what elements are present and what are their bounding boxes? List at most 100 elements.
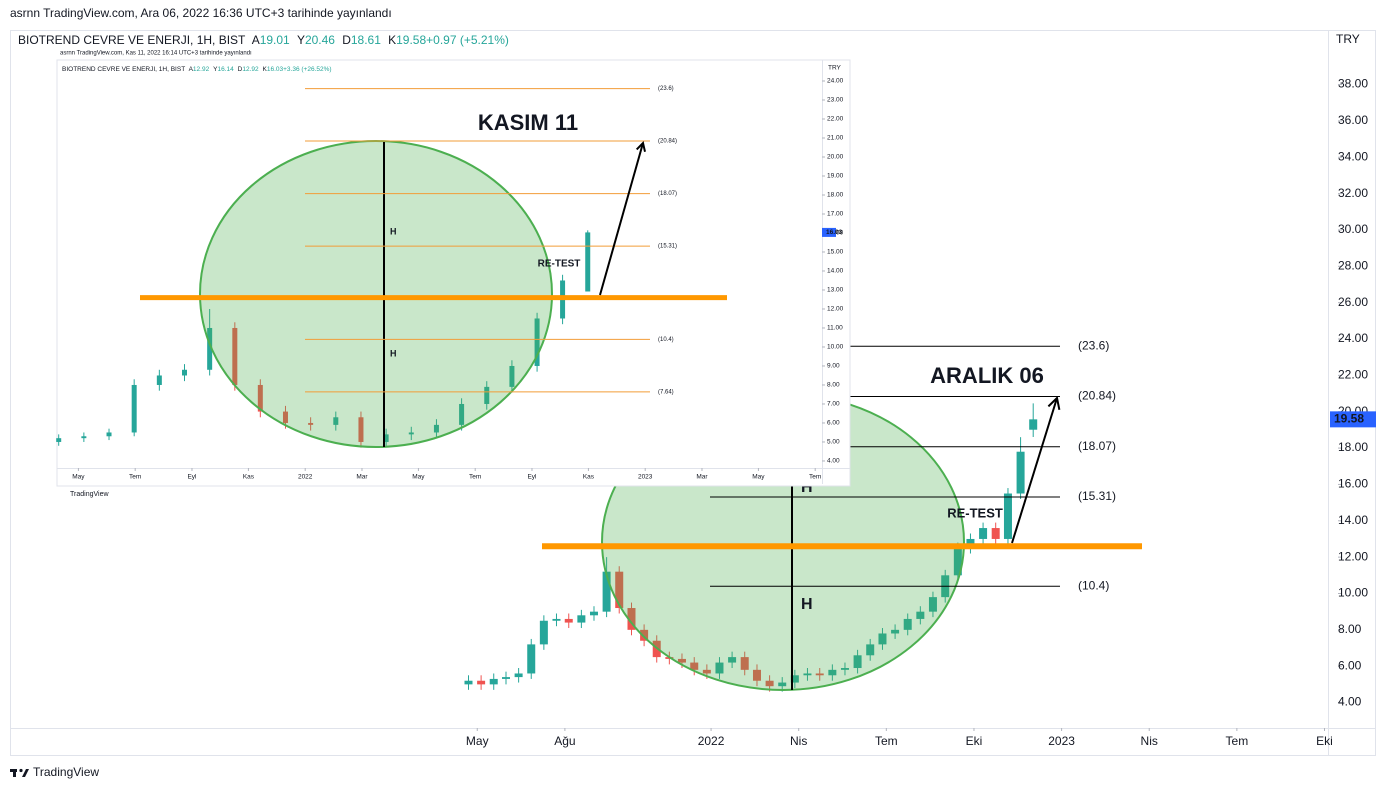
- candle-body: [1029, 419, 1038, 430]
- candle-body: [690, 662, 699, 670]
- y-tick-label: 24.00: [827, 78, 844, 85]
- candle-body: [552, 618, 561, 621]
- candle-body: [534, 318, 540, 366]
- legend-value: 19.58: [396, 33, 426, 47]
- legend-value: 19.01: [260, 33, 290, 47]
- candle-body: [866, 644, 875, 656]
- candle-body: [853, 655, 862, 669]
- pattern-label: H: [390, 226, 397, 236]
- brand-logo: [10, 768, 29, 777]
- legend-value: 16.14: [217, 66, 234, 73]
- candle-body: [577, 615, 586, 623]
- retest-label: RE-TEST: [538, 259, 581, 270]
- candle-body: [728, 657, 737, 663]
- y-tick-label: 34.00: [1338, 149, 1368, 163]
- candle-body: [840, 668, 849, 670]
- x-tick-label: 2022: [298, 474, 313, 481]
- y-tick-label: 18.00: [827, 192, 844, 199]
- candle-body: [602, 571, 611, 612]
- candle-body: [778, 682, 787, 687]
- x-tick-label: May: [466, 734, 489, 748]
- candle-body: [182, 369, 187, 376]
- pattern-ellipse: [199, 140, 553, 448]
- candle-body: [106, 432, 112, 437]
- candle-body: [979, 528, 988, 539]
- candle-body: [257, 384, 263, 412]
- logo-shape: [13, 769, 16, 777]
- legend-value: +3.36 (+26.52%): [283, 66, 331, 73]
- chart-title: BIOTREND CEVRE VE ENERJI, 1H, BIST A12.92…: [62, 66, 332, 73]
- x-tick-label: Tem: [129, 474, 141, 481]
- candle-body: [81, 436, 87, 439]
- candle-body: [514, 673, 523, 678]
- x-tick-label: Ağu: [554, 734, 575, 748]
- candle-body: [1003, 493, 1012, 539]
- candle-body: [489, 678, 498, 685]
- y-tick-label: 17.00: [827, 211, 844, 218]
- candle-body: [539, 620, 548, 645]
- legend-value: 12.92: [242, 66, 259, 73]
- candle-body: [928, 597, 937, 612]
- y-tick-label: 4.00: [827, 458, 840, 465]
- candle-body: [752, 669, 761, 681]
- candle-body: [1016, 451, 1025, 494]
- candle-body: [740, 657, 749, 670]
- y-tick-label: 18.00: [1338, 440, 1368, 454]
- date-label: ARALIK 06: [930, 363, 1044, 388]
- arrow-head: [635, 140, 646, 152]
- x-tick-label: Tem: [875, 734, 898, 748]
- chart-title: BIOTREND CEVRE VE ENERJI, 1H, BIST A19.01…: [18, 33, 509, 47]
- x-tick-label: Nis: [1141, 734, 1158, 748]
- y-tick-label: 6.00: [827, 420, 840, 427]
- inset-background: [56, 59, 851, 487]
- candle-body: [615, 571, 624, 609]
- y-tick-label: 24.00: [1338, 331, 1368, 345]
- candle-body: [589, 611, 598, 616]
- legend-key: K: [388, 33, 396, 47]
- candle-body: [308, 422, 314, 425]
- fib-label: (10.4): [1078, 578, 1109, 592]
- y-tick-label: 14.00: [1338, 513, 1368, 527]
- retest-label: RE-TEST: [947, 505, 1003, 520]
- candle-body: [131, 384, 137, 433]
- candle-body: [56, 438, 62, 442]
- fib-label: (15.31): [1078, 489, 1116, 503]
- candle-body: [916, 611, 925, 619]
- y-tick-label: 28.00: [1338, 258, 1368, 272]
- y-tick-label: 10.00: [1338, 586, 1368, 600]
- y-tick-label: 23.00: [827, 97, 844, 104]
- candle-body: [715, 662, 724, 674]
- candle-body: [333, 417, 339, 425]
- fib-label: (20.84): [658, 139, 677, 145]
- y-tick-label: 36.00: [1338, 113, 1368, 127]
- fib-label: (18.07): [658, 191, 677, 197]
- candle-body: [878, 633, 887, 645]
- fib-label: (18.07): [1078, 439, 1116, 453]
- candle-body: [702, 669, 711, 674]
- candle-body: [408, 432, 414, 435]
- y-tick-label: 32.00: [1338, 186, 1368, 200]
- candle-body: [677, 658, 686, 663]
- candle-body: [765, 680, 774, 687]
- x-tick-label: Kas: [243, 474, 255, 481]
- last-price-label: 16.03: [826, 229, 843, 236]
- legend-value: 18.61: [351, 33, 381, 47]
- x-tick-label: May: [412, 474, 425, 481]
- pattern-label: H: [801, 479, 813, 496]
- candle-body: [891, 629, 900, 634]
- y-tick-label: 12.00: [1338, 549, 1368, 563]
- y-tick-label: 30.00: [1338, 222, 1368, 236]
- legend-key: Y: [213, 66, 218, 73]
- last-price-box: [1330, 411, 1376, 428]
- legend-key: D: [342, 33, 351, 47]
- x-tick-label: Mar: [696, 474, 708, 481]
- symbol: BIOTREND CEVRE VE ENERJI, 1H, BIST: [18, 33, 246, 47]
- legend-value: 20.46: [305, 33, 335, 47]
- logo-shape: [19, 768, 23, 773]
- candle-body: [156, 375, 162, 385]
- candle-body: [803, 673, 812, 676]
- projection-arrow: [599, 142, 644, 296]
- symbol: BIOTREND CEVRE VE ENERJI, 1H, BIST: [62, 66, 185, 73]
